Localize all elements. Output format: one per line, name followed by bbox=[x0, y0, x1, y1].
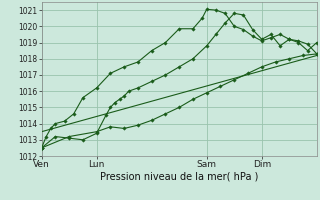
X-axis label: Pression niveau de la mer( hPa ): Pression niveau de la mer( hPa ) bbox=[100, 172, 258, 182]
